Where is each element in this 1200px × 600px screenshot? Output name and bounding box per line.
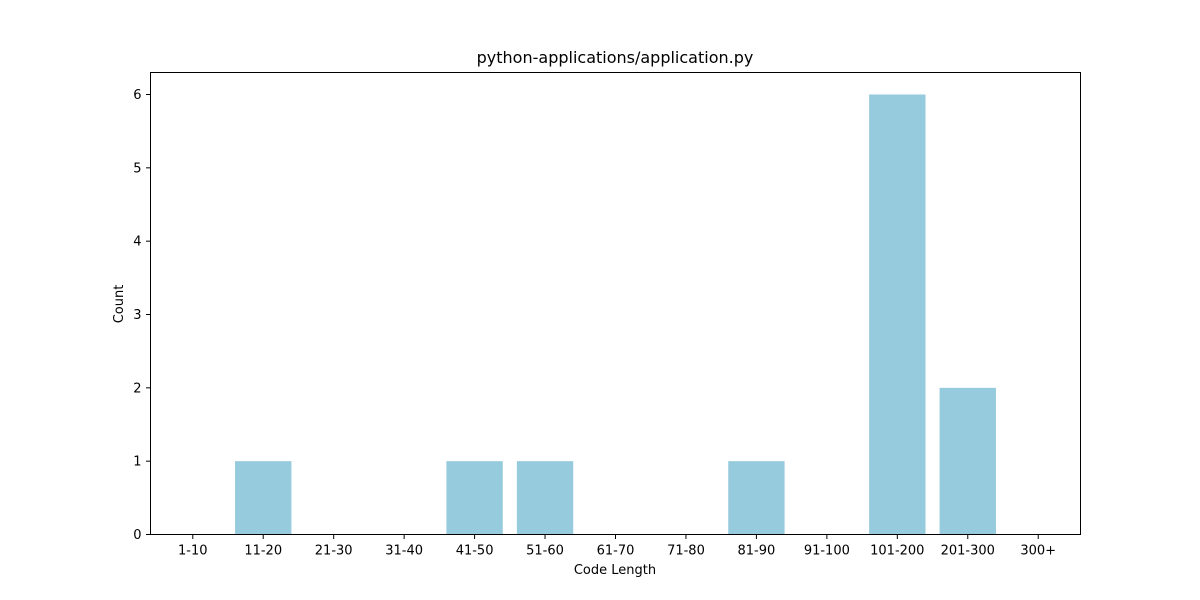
y-tick-label: 1 <box>133 455 141 470</box>
y-axis-label: Count <box>112 285 127 324</box>
y-tick-label: 3 <box>133 308 141 323</box>
x-tick-label: 51-60 <box>526 544 564 559</box>
y-tick-label: 2 <box>133 381 141 396</box>
bar-101-200 <box>869 94 926 535</box>
x-axis-ticks: 1-10 11-20 21-30 31-40 41-50 51-60 61-70 71-80 8… <box>178 534 1056 559</box>
y-tick-label: 0 <box>133 528 141 543</box>
y-axis-ticks: 0 1 2 3 4 5 6 <box>133 88 151 543</box>
bar-11-20 <box>235 461 292 535</box>
x-tick-label: 81-90 <box>738 544 776 559</box>
y-tick-label: 4 <box>133 235 141 250</box>
x-tick-label: 91-100 <box>804 544 850 559</box>
x-tick-label: 101-200 <box>870 544 924 559</box>
x-tick-label: 31-40 <box>385 544 423 559</box>
y-tick-label: 6 <box>133 88 141 103</box>
x-axis-label: Code Length <box>574 563 656 578</box>
x-tick-label: 1-10 <box>178 544 208 559</box>
x-tick-label: 61-70 <box>597 544 635 559</box>
bar-51-60 <box>516 461 574 535</box>
bars-group <box>235 94 996 535</box>
x-tick-label: 300+ <box>1020 544 1056 559</box>
bar-81-90 <box>728 461 785 535</box>
x-tick-label: 41-50 <box>456 544 494 559</box>
x-tick-label: 21-30 <box>315 544 353 559</box>
chart-title: python-applications/application.py <box>477 48 754 67</box>
x-tick-label: 11-20 <box>244 544 282 559</box>
plot-frame <box>150 72 1081 535</box>
bar-41-50 <box>446 461 503 535</box>
y-tick-label: 5 <box>133 161 141 176</box>
x-tick-label: 201-300 <box>941 544 995 559</box>
bar-201-300 <box>939 387 996 535</box>
x-tick-label: 71-80 <box>667 544 705 559</box>
